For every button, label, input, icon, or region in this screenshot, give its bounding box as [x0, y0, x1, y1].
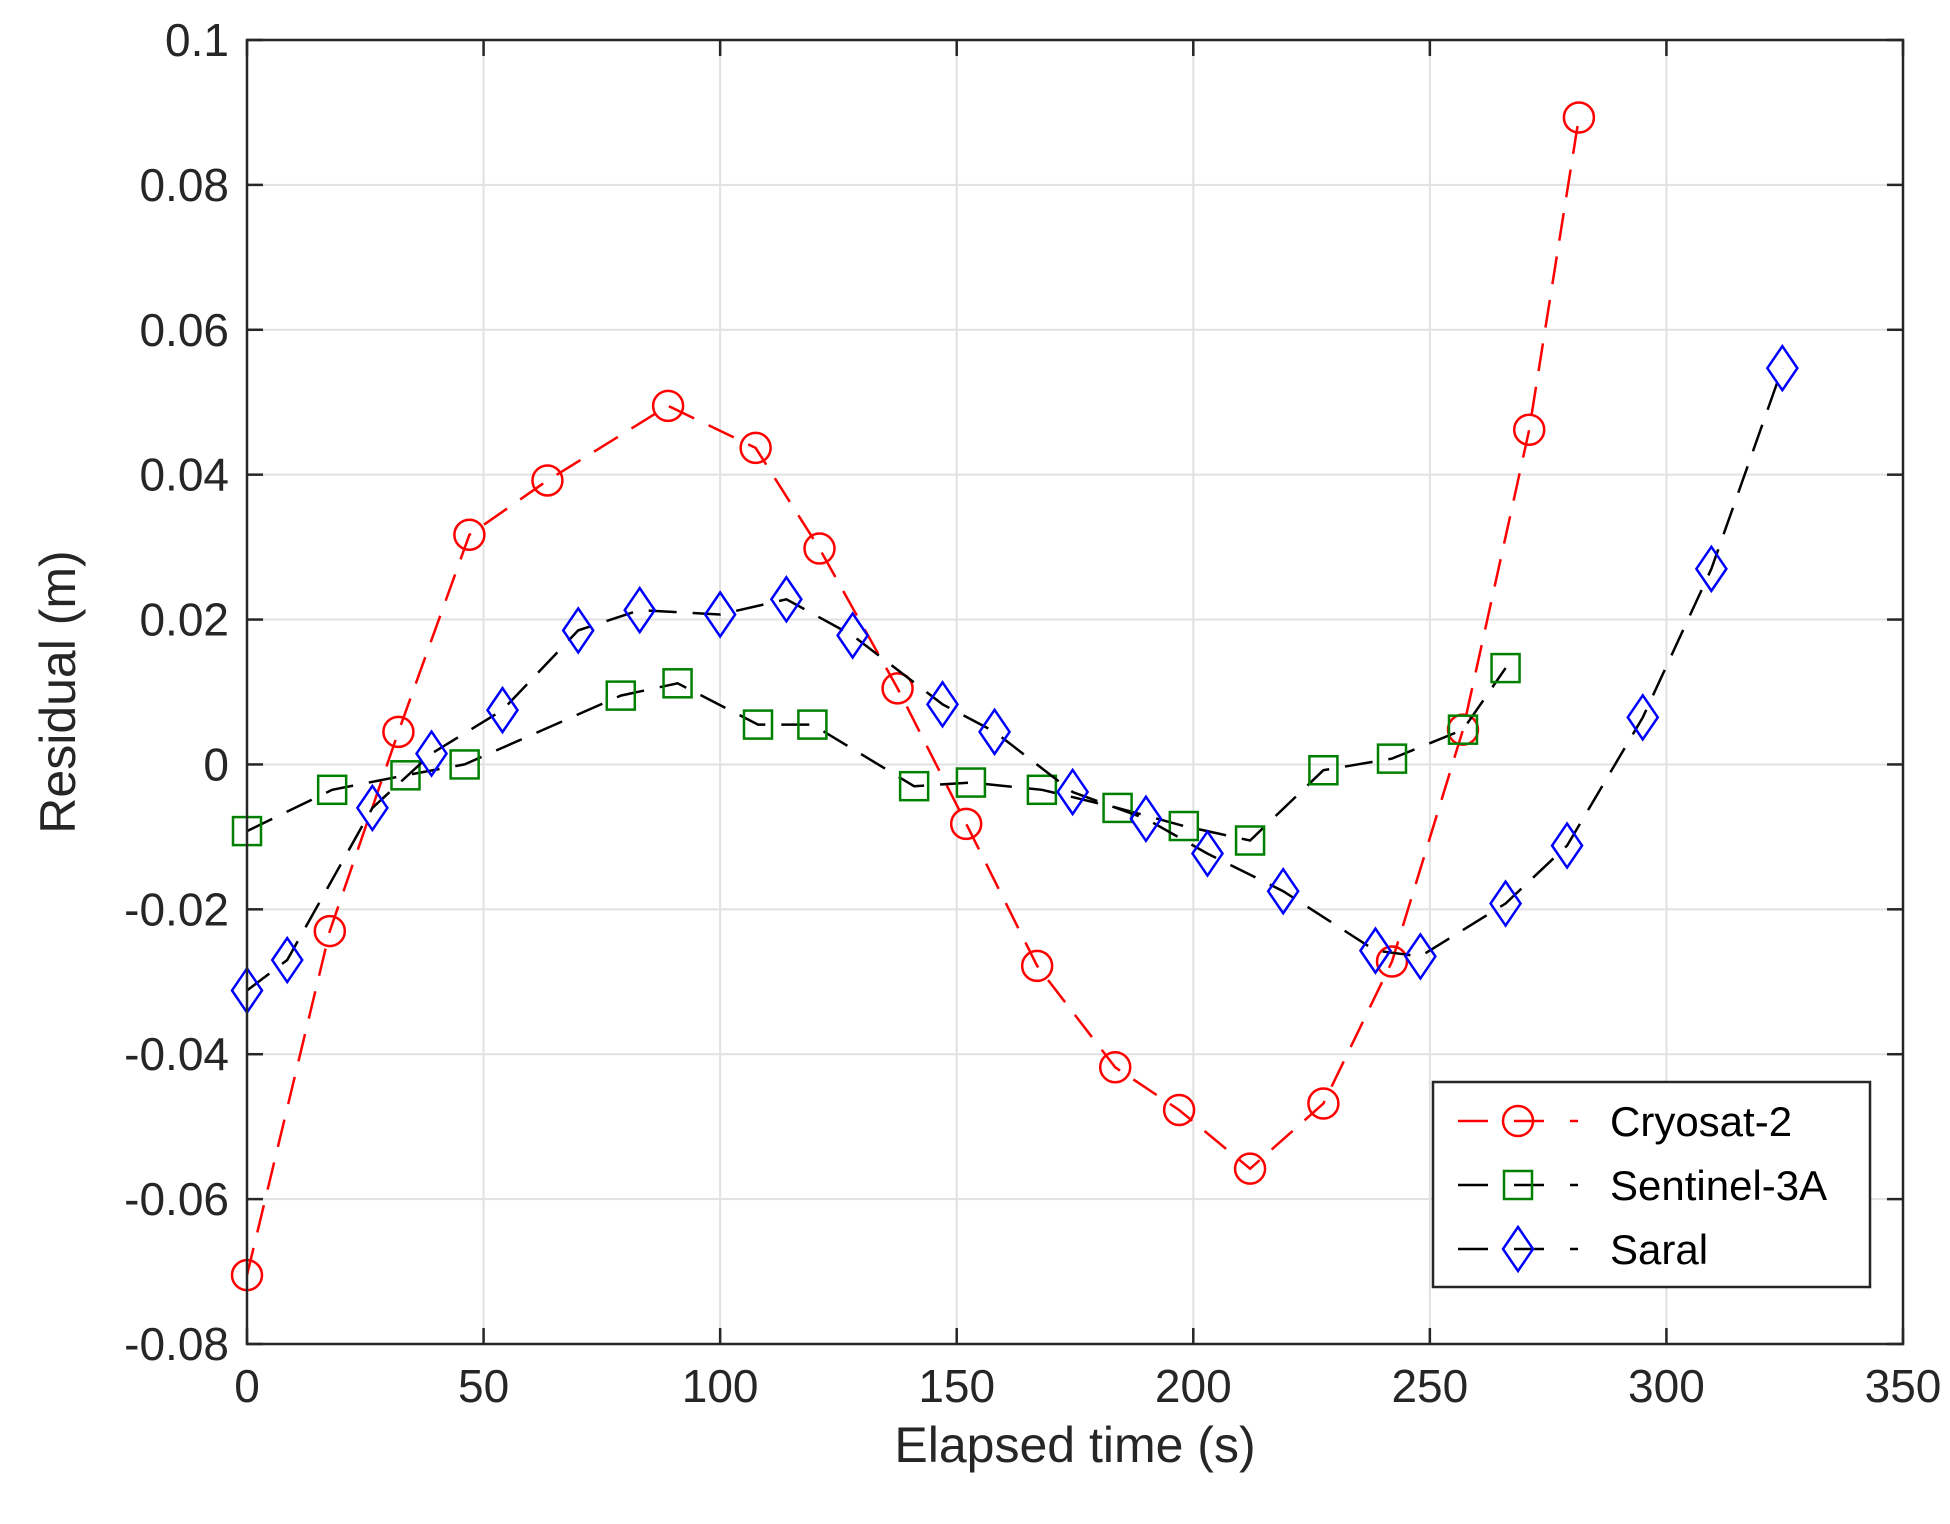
x-tick-label: 0: [234, 1360, 260, 1412]
data-point-cryosat-2: [382, 715, 415, 749]
data-point-saral: [1056, 767, 1090, 817]
data-point-sentinel-3a: [1308, 754, 1339, 786]
data-point-sentinel-3a: [316, 774, 348, 806]
data-point-cryosat-2: [1233, 1152, 1267, 1185]
data-point-saral: [1694, 544, 1728, 594]
legend-marker: [1501, 1224, 1535, 1274]
data-point-saral: [415, 729, 449, 778]
data-point-cryosat-2: [1098, 1051, 1132, 1084]
y-tick-label: -0.08: [124, 1318, 229, 1370]
data-point-saral: [703, 590, 737, 639]
data-point-sentinel-3a: [1490, 652, 1521, 684]
x-tick-label: 100: [682, 1360, 759, 1412]
series-sentinel-3a: [231, 652, 1521, 856]
y-tick-label: 0.02: [139, 594, 229, 646]
x-tick-label: 50: [458, 1360, 509, 1412]
data-point-cryosat-2: [1562, 101, 1596, 134]
legend: Cryosat-2 Sentinel-3A Saral: [1431, 1080, 1872, 1289]
legend-item-sentinel-3a: Sentinel-3A: [1458, 1162, 1827, 1209]
data-point-saral: [270, 935, 304, 985]
data-point-saral: [355, 783, 389, 833]
data-point-cryosat-2: [1162, 1093, 1196, 1127]
x-tick-label: 250: [1391, 1360, 1468, 1412]
series-line-sentinel-3a: [246, 667, 1507, 842]
data-point-saral: [1129, 794, 1163, 843]
data-point-sentinel-3a: [955, 767, 987, 798]
data-point-cryosat-2: [739, 431, 772, 465]
data-point-saral: [1489, 879, 1523, 928]
data-point-cryosat-2: [453, 518, 486, 552]
data-point-cryosat-2: [1020, 949, 1054, 983]
data-point-sentinel-3a: [1102, 792, 1133, 824]
data-point-sentinel-3a: [1168, 810, 1200, 842]
data-point-sentinel-3a: [742, 709, 774, 740]
data-point-sentinel-3a: [1447, 714, 1479, 745]
legend-label: Saral: [1610, 1226, 1708, 1273]
data-point-sentinel-3a: [1376, 743, 1408, 774]
legend-label: Cryosat-2: [1610, 1098, 1792, 1145]
data-point-sentinel-3a: [1026, 774, 1058, 806]
data-point-saral: [1550, 821, 1584, 870]
data-point-saral: [1358, 926, 1392, 975]
legend-item-saral: Saral: [1458, 1224, 1708, 1274]
series-line-cryosat-2: [245, 117, 1581, 1276]
data-point-saral: [836, 611, 870, 660]
y-tick-label: 0.06: [139, 304, 229, 356]
x-tick-label: 200: [1155, 1360, 1232, 1412]
data-point-cryosat-2: [1307, 1087, 1340, 1120]
y-tick-label: 0: [203, 738, 229, 790]
data-point-cryosat-2: [651, 389, 685, 423]
y-tick-label: -0.04: [124, 1028, 229, 1080]
x-tick-label: 300: [1628, 1360, 1705, 1412]
data-point-sentinel-3a: [797, 709, 828, 740]
series-saral: [230, 343, 1799, 1015]
legend-marker: [1502, 1169, 1534, 1201]
y-tick-labels: -0.08 -0.06 -0.04 -0.02 0 0.02 0.04 0.06 0.08 0.1: [124, 14, 229, 1370]
data-point-saral: [769, 575, 803, 624]
data-point-saral: [623, 585, 657, 635]
data-point-saral: [926, 680, 960, 729]
data-point-saral: [978, 707, 1012, 757]
data-point-cryosat-2: [881, 672, 914, 705]
data-point-saral: [1765, 343, 1799, 393]
y-tick-label: 0.1: [165, 14, 229, 66]
data-point-cryosat-2: [949, 807, 983, 841]
data-point-sentinel-3a: [605, 680, 637, 711]
legend-marker: [1501, 1104, 1535, 1138]
legend-label: Sentinel-3A: [1610, 1162, 1827, 1209]
data-point-saral: [561, 606, 595, 655]
series-line-saral: [246, 367, 1784, 992]
data-point-sentinel-3a: [662, 668, 693, 699]
data-point-cryosat-2: [1375, 945, 1409, 978]
x-axis-label: Elapsed time (s): [894, 1417, 1255, 1473]
data-point-saral: [1190, 829, 1224, 878]
data-point-saral: [485, 685, 520, 735]
data-point-saral: [1403, 932, 1437, 981]
legend-item-cryosat-2: Cryosat-2: [1458, 1098, 1792, 1145]
data-point-sentinel-3a: [390, 760, 421, 791]
y-axis-label: Residual (m): [30, 550, 86, 833]
x-tick-label: 350: [1865, 1360, 1942, 1412]
data-point-sentinel-3a: [898, 770, 930, 802]
data-point-cryosat-2: [531, 464, 564, 497]
data-point-sentinel-3a: [449, 749, 480, 780]
x-tick-label: 150: [918, 1360, 995, 1412]
y-tick-label: 0.04: [139, 449, 229, 501]
data-point-cryosat-2: [1512, 413, 1546, 447]
x-tick-labels: 0 50 100 150 200 250 300 350: [234, 1360, 1941, 1412]
axes-box: [245, 38, 1905, 1346]
series-layer: [230, 101, 1799, 1292]
y-tick-label: 0.08: [139, 159, 229, 211]
data-point-sentinel-3a: [1234, 825, 1266, 856]
y-tick-label: -0.06: [124, 1173, 229, 1225]
axis-ticks: [245, 38, 1905, 1346]
data-point-cryosat-2: [803, 532, 836, 565]
data-point-saral: [1266, 867, 1300, 916]
y-tick-label: -0.02: [124, 883, 229, 935]
data-point-saral: [1626, 693, 1660, 742]
data-point-cryosat-2: [313, 914, 347, 948]
